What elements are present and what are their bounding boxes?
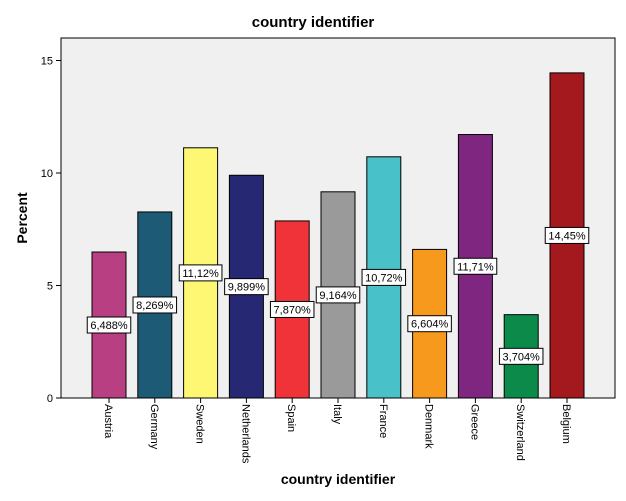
chart-title: country identifier (252, 14, 375, 31)
x-tick-label-germany: Germany (148, 404, 160, 450)
data-label-germany: 8,269% (132, 296, 178, 314)
data-label-box-1 (132, 296, 178, 314)
x-tick-label-italy: Italy (331, 404, 343, 425)
x-tick-label-denmark: Denmark (423, 404, 435, 449)
x-axis-label: country identifier (281, 471, 396, 487)
x-tick-label-sweden: Sweden (194, 404, 206, 444)
data-label-text-4: 7,870% (274, 304, 312, 316)
data-label-sweden: 11,12% (178, 264, 223, 282)
data-label-denmark: 6,604% (407, 315, 452, 333)
data-label-text-0: 6,488% (90, 320, 128, 332)
data-label-box-5 (315, 286, 361, 304)
data-label-box-4 (269, 300, 315, 318)
x-tick-label-netherlands: Netherlands (239, 404, 251, 464)
data-label-france: 10,72% (361, 268, 407, 286)
data-label-box-10 (544, 226, 590, 244)
data-labels: 6,488% 8,269% 11,12% 9,899% 7,870% 9,164% 10,7… (86, 226, 590, 365)
data-label-text-10: 14,45% (548, 230, 586, 242)
x-tick-label-austria: Austria (102, 404, 114, 439)
data-label-spain: 7,870% (269, 300, 315, 318)
x-tick-label-spain: Spain (285, 404, 297, 432)
y-tick-label-2: 10 (41, 168, 53, 180)
data-label-text-1: 8,269% (136, 300, 174, 312)
data-label-text-5: 9,164% (319, 290, 357, 302)
data-label-box-0 (86, 316, 132, 334)
x-axis: Austria Germany Sweden Netherlands Spain Ital… (102, 398, 572, 464)
data-label-switzerland: 3,704% (498, 347, 544, 365)
data-label-belgium: 14,45% (544, 226, 590, 244)
data-label-box-6 (361, 268, 407, 286)
y-axis-label: Percent (14, 192, 30, 244)
y-tick-label-3: 15 (41, 56, 53, 68)
data-label-text-2: 11,12% (182, 268, 219, 280)
data-label-box-7 (407, 315, 452, 333)
data-label-netherlands: 9,899% (224, 278, 269, 296)
x-tick-label-greece: Greece (468, 404, 480, 440)
data-label-text-9: 3,704% (503, 351, 541, 363)
data-label-box-2 (178, 264, 223, 282)
x-tick-label-switzerland: Switzerland (514, 404, 526, 461)
data-label-text-7: 6,604% (411, 319, 449, 331)
data-label-box-3 (224, 278, 269, 296)
y-tick-label-0: 0 (47, 393, 53, 405)
data-label-box-9 (498, 347, 544, 365)
data-label-greece: 11,71% (453, 257, 498, 275)
data-label-box-8 (453, 257, 498, 275)
data-label-italy: 9,164% (315, 286, 361, 304)
data-label-austria: 6,488% (86, 316, 132, 334)
data-label-text-3: 9,899% (228, 282, 266, 294)
x-tick-label-france: France (377, 404, 389, 438)
x-tick-label-belgium: Belgium (560, 404, 572, 444)
data-label-text-6: 10,72% (365, 272, 403, 284)
y-axis: 0 5 10 15 (41, 56, 61, 405)
data-label-text-8: 11,71% (457, 261, 494, 273)
y-tick-label-1: 5 (47, 281, 53, 293)
